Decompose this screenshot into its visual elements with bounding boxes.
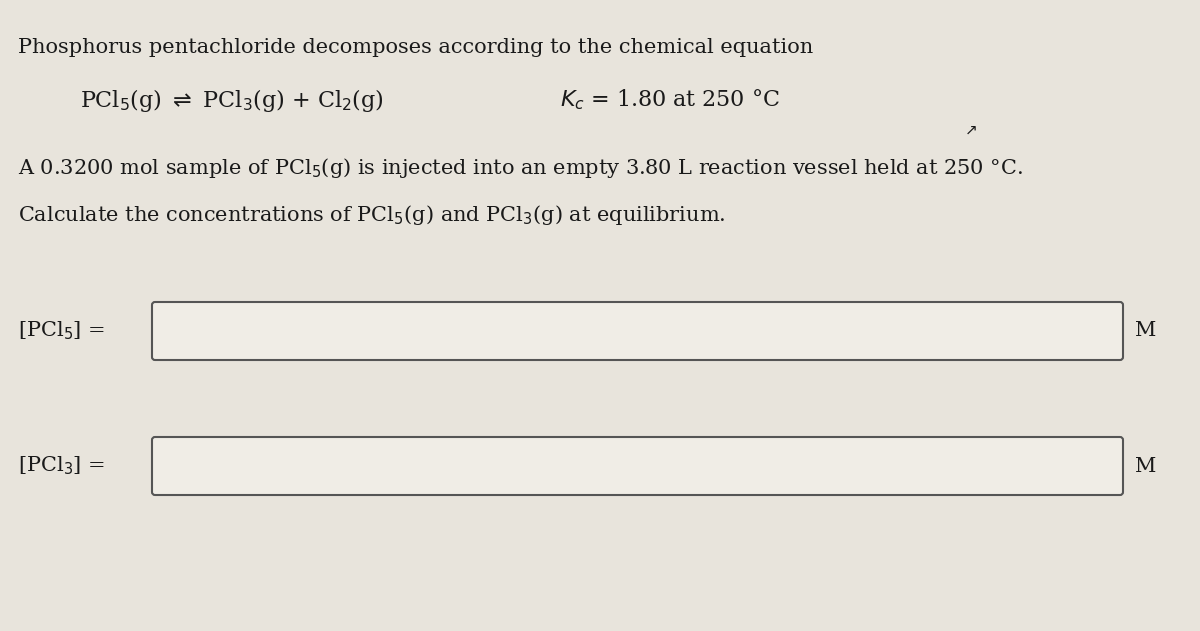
Text: [PCl$_5$] =: [PCl$_5$] = <box>18 320 106 342</box>
FancyBboxPatch shape <box>152 302 1123 360</box>
Text: $K_c$ = 1.80 at 250 °C: $K_c$ = 1.80 at 250 °C <box>560 88 780 112</box>
Text: M: M <box>1135 322 1157 341</box>
Text: A 0.3200 mol sample of PCl$_5$(g) is injected into an empty 3.80 L reaction vess: A 0.3200 mol sample of PCl$_5$(g) is inj… <box>18 156 1024 180</box>
Text: M: M <box>1135 456 1157 476</box>
Text: ↗: ↗ <box>965 122 978 138</box>
Text: PCl$_5$(g) $\rightleftharpoons$ PCl$_3$(g) + Cl$_2$(g): PCl$_5$(g) $\rightleftharpoons$ PCl$_3$(… <box>80 86 384 114</box>
FancyBboxPatch shape <box>152 437 1123 495</box>
Text: [PCl$_3$] =: [PCl$_3$] = <box>18 455 106 477</box>
Text: Calculate the concentrations of PCl$_5$(g) and PCl$_3$(g) at equilibrium.: Calculate the concentrations of PCl$_5$(… <box>18 203 726 227</box>
Text: Phosphorus pentachloride decomposes according to the chemical equation: Phosphorus pentachloride decomposes acco… <box>18 38 814 57</box>
